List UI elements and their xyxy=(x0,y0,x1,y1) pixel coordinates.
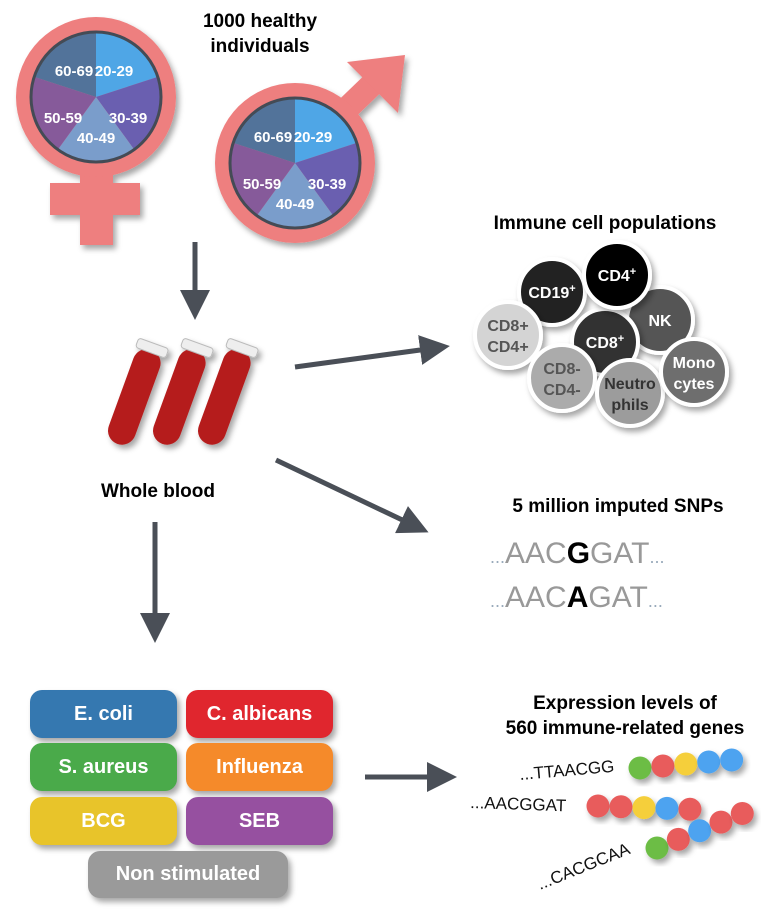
age-label-30-39: 30-39 xyxy=(109,110,147,127)
gene-row: ...AACGGAT xyxy=(470,793,702,821)
whole-blood-label: Whole blood xyxy=(101,481,215,502)
female-age-pie: 20-29 30-39 40-49 50-59 60-69 xyxy=(29,30,163,164)
gene-row: ...TTAACGG xyxy=(519,748,744,784)
age-label-60-69: 60-69 xyxy=(55,63,93,80)
cell-cd4: CD4+ xyxy=(582,240,652,310)
pie-slice-50-59 xyxy=(229,142,295,216)
age-label-50-59: 50-59 xyxy=(243,176,281,193)
svg-text:CD8+: CD8+ xyxy=(586,333,624,352)
expression-bead xyxy=(697,750,721,774)
expression-bead xyxy=(586,794,610,818)
gene-sequence: ...TTAACGG xyxy=(519,757,615,784)
pie-border xyxy=(228,96,362,230)
expression-bead xyxy=(632,796,656,820)
svg-text:cytes: cytes xyxy=(674,376,715,393)
pie-border xyxy=(29,30,163,164)
cell-cd19: CD19+ xyxy=(517,257,587,327)
age-label-30-39: 30-39 xyxy=(308,176,346,193)
stimulus-seb: SEB xyxy=(186,797,333,845)
stimulus-s-aureus: S. aureus xyxy=(30,743,177,791)
cell-cd8cd4: CD8- CD4- xyxy=(527,343,597,413)
pie-slice-30-39 xyxy=(96,76,162,150)
cell-monocytes: Mono cytes xyxy=(659,337,729,407)
age-label-60-69: 60-69 xyxy=(254,129,292,146)
expression-bead xyxy=(645,836,669,860)
expression-bead xyxy=(609,795,633,819)
gene-expression-rows: ...TTAACGG ...AACGGAT ...CACGCAA xyxy=(470,748,754,894)
expression-bead xyxy=(655,796,679,820)
gene-sequence: ...AACGGAT xyxy=(470,793,567,815)
expression-bead xyxy=(688,819,712,843)
expression-bead xyxy=(628,756,652,780)
pie-slice-30-39 xyxy=(295,142,360,216)
pie-slice-40-49 xyxy=(256,163,334,228)
pie-slice-20-29 xyxy=(295,98,357,163)
expression-bead xyxy=(678,797,702,821)
title-line-1: 1000 healthy xyxy=(203,11,317,32)
stimulus-bcg: BCG xyxy=(30,797,177,845)
stimulus-c-albicans: C. albicans xyxy=(186,690,333,738)
stimulus-e-coli: E. coli xyxy=(30,690,177,738)
svg-text:CD4+: CD4+ xyxy=(487,339,528,356)
snp-sequence: ...AACAGAT... xyxy=(490,581,663,614)
snp-sequences: ...AACGGAT... ...AACAGAT... xyxy=(490,537,665,614)
stimulus-influenza: Influenza xyxy=(186,743,333,791)
pie-slice-60-69 xyxy=(233,98,295,163)
age-label-40-49: 40-49 xyxy=(276,196,314,213)
age-label-20-29: 20-29 xyxy=(95,63,133,80)
arrow-to-immune-cells xyxy=(294,335,450,370)
arrow-to-snps xyxy=(274,457,429,534)
svg-text:CD19+: CD19+ xyxy=(528,283,575,302)
cell-neutrophils: Neutro phils xyxy=(595,358,665,428)
stimulus-non-stimulated: Non stimulated xyxy=(88,851,288,898)
expression-bead xyxy=(651,754,675,778)
svg-text:phils: phils xyxy=(611,397,648,414)
svg-text:CD4-: CD4- xyxy=(543,382,580,399)
expression-bead xyxy=(666,827,690,851)
gene-sequence: ...CACGCAA xyxy=(534,839,633,894)
pie-slice-40-49 xyxy=(57,97,135,163)
title-line-2: individuals xyxy=(210,36,309,57)
snp-sequence: ...AACGGAT... xyxy=(490,537,665,570)
age-label-20-29: 20-29 xyxy=(294,129,332,146)
svg-text:CD4+: CD4+ xyxy=(598,266,636,285)
pie-slice-60-69 xyxy=(34,32,96,97)
age-label-40-49: 40-49 xyxy=(77,130,115,147)
svg-text:Neutro: Neutro xyxy=(604,376,656,393)
expression-bead xyxy=(730,802,754,826)
expression-bead xyxy=(674,752,698,776)
svg-text:CD8+: CD8+ xyxy=(487,318,528,335)
immune-cells: CD19+ NK CD8+ CD4+ CD8+ CD4+ CD8- CD4- Neutro phi… xyxy=(473,240,729,428)
pie-slice-50-59 xyxy=(31,76,97,150)
blood-tubes-icon xyxy=(108,338,259,445)
svg-text:CD8-: CD8- xyxy=(543,361,580,378)
male-age-pie: 20-29 30-39 40-49 50-59 60-69 xyxy=(228,96,362,230)
expression-title-1: Expression levels of xyxy=(533,693,717,714)
svg-text:NK: NK xyxy=(648,313,672,330)
immune-title: Immune cell populations xyxy=(494,213,717,234)
expression-bead xyxy=(709,810,733,834)
expression-bead xyxy=(720,748,744,772)
snps-title: 5 million imputed SNPs xyxy=(512,496,723,517)
expression-title-2: 560 immune-related genes xyxy=(506,718,745,739)
cell-cd8cd4: CD8+ CD4+ xyxy=(473,300,543,370)
svg-text:Mono: Mono xyxy=(673,355,716,372)
age-label-50-59: 50-59 xyxy=(44,110,82,127)
pie-slice-20-29 xyxy=(96,32,158,97)
